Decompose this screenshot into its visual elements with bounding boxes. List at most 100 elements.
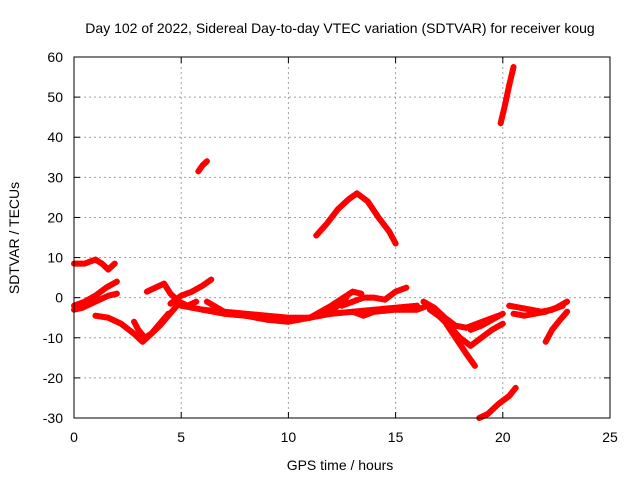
data-point	[403, 284, 410, 291]
data-point	[507, 78, 514, 85]
data-point	[343, 292, 350, 299]
data-point	[111, 260, 118, 267]
data-point	[481, 412, 488, 419]
data-point	[452, 322, 459, 329]
y-tick-label: 30	[47, 169, 63, 185]
data-point	[490, 405, 497, 412]
data-series-layer	[71, 64, 571, 421]
data-point	[92, 256, 99, 263]
data-point	[199, 306, 206, 313]
data-point	[93, 298, 100, 305]
data-point	[185, 304, 192, 311]
data-point	[192, 305, 199, 312]
x-tick-label: 10	[281, 429, 297, 445]
y-tick-label: 60	[47, 49, 63, 65]
data-point	[539, 309, 546, 316]
data-point	[452, 334, 459, 341]
data-point	[444, 321, 451, 328]
data-point	[95, 258, 102, 265]
data-point	[153, 325, 160, 332]
data-point	[501, 105, 508, 112]
data-point	[95, 313, 102, 320]
data-point	[501, 102, 508, 109]
data-point	[98, 313, 105, 320]
data-point	[131, 330, 138, 337]
data-point	[463, 324, 470, 331]
data-point	[242, 312, 249, 319]
data-point	[386, 228, 393, 235]
data-point	[231, 310, 238, 317]
data-point	[88, 300, 95, 307]
data-point	[459, 324, 466, 331]
data-point	[517, 312, 524, 319]
data-point	[165, 287, 172, 294]
grid-lines	[74, 57, 610, 418]
x-tick-label: 0	[70, 429, 78, 445]
data-point	[210, 302, 217, 309]
data-point	[414, 306, 421, 313]
data-point	[506, 82, 513, 89]
series-arc-isolated-33	[195, 158, 210, 175]
data-point	[108, 316, 115, 323]
data-point	[374, 295, 381, 302]
series-arc-flat-e	[349, 302, 431, 319]
y-tick-label: 10	[47, 250, 63, 266]
data-point	[520, 305, 527, 312]
y-axis-title: SDTVAR / TECUs	[6, 182, 22, 294]
data-point	[487, 408, 494, 415]
data-point	[340, 201, 347, 208]
data-point	[105, 292, 112, 299]
data-point	[492, 403, 499, 410]
data-point	[446, 325, 453, 332]
series-arc-early-low	[71, 290, 120, 313]
data-point	[506, 302, 513, 309]
y-tick-label: -30	[43, 410, 63, 426]
axis-tick-labels: 0 5 10 15 20 25 -30 -20 -10 0 10 20 30 40 50 60	[43, 49, 618, 445]
data-point	[389, 234, 396, 241]
y-tick-label: -10	[43, 330, 63, 346]
data-point	[369, 204, 376, 211]
data-point	[392, 288, 399, 295]
data-point	[371, 208, 378, 215]
data-point	[334, 206, 341, 213]
data-point	[260, 316, 267, 323]
data-point	[531, 310, 538, 317]
data-point	[178, 292, 185, 299]
data-point	[505, 85, 512, 92]
data-point	[521, 312, 528, 319]
data-point	[195, 168, 202, 175]
data-point	[144, 332, 151, 339]
data-point	[143, 288, 150, 295]
data-point	[152, 284, 159, 291]
y-tick-label: 0	[55, 290, 63, 306]
data-point	[132, 321, 139, 328]
data-point	[456, 323, 463, 330]
data-point	[378, 296, 385, 303]
data-point	[161, 280, 168, 287]
data-point	[340, 294, 347, 301]
data-point	[206, 308, 213, 315]
data-point	[467, 326, 474, 333]
data-point	[504, 92, 511, 99]
data-point	[193, 298, 200, 305]
series-arc-flat-c	[203, 288, 365, 325]
data-point	[456, 341, 463, 348]
series-arc-post16-c	[431, 306, 478, 369]
series-arc-flat-d	[339, 284, 410, 309]
data-point	[371, 294, 378, 301]
data-point	[217, 306, 224, 313]
data-point	[364, 311, 371, 318]
series-arc-peak	[313, 190, 399, 247]
data-point	[322, 306, 329, 313]
axis-ticks	[73, 56, 611, 419]
data-point	[502, 98, 509, 105]
data-point	[528, 311, 535, 318]
data-point	[392, 240, 399, 247]
data-point	[197, 165, 204, 172]
data-point	[85, 259, 92, 266]
data-point	[224, 309, 231, 316]
data-point	[331, 300, 338, 307]
data-point	[210, 308, 217, 315]
